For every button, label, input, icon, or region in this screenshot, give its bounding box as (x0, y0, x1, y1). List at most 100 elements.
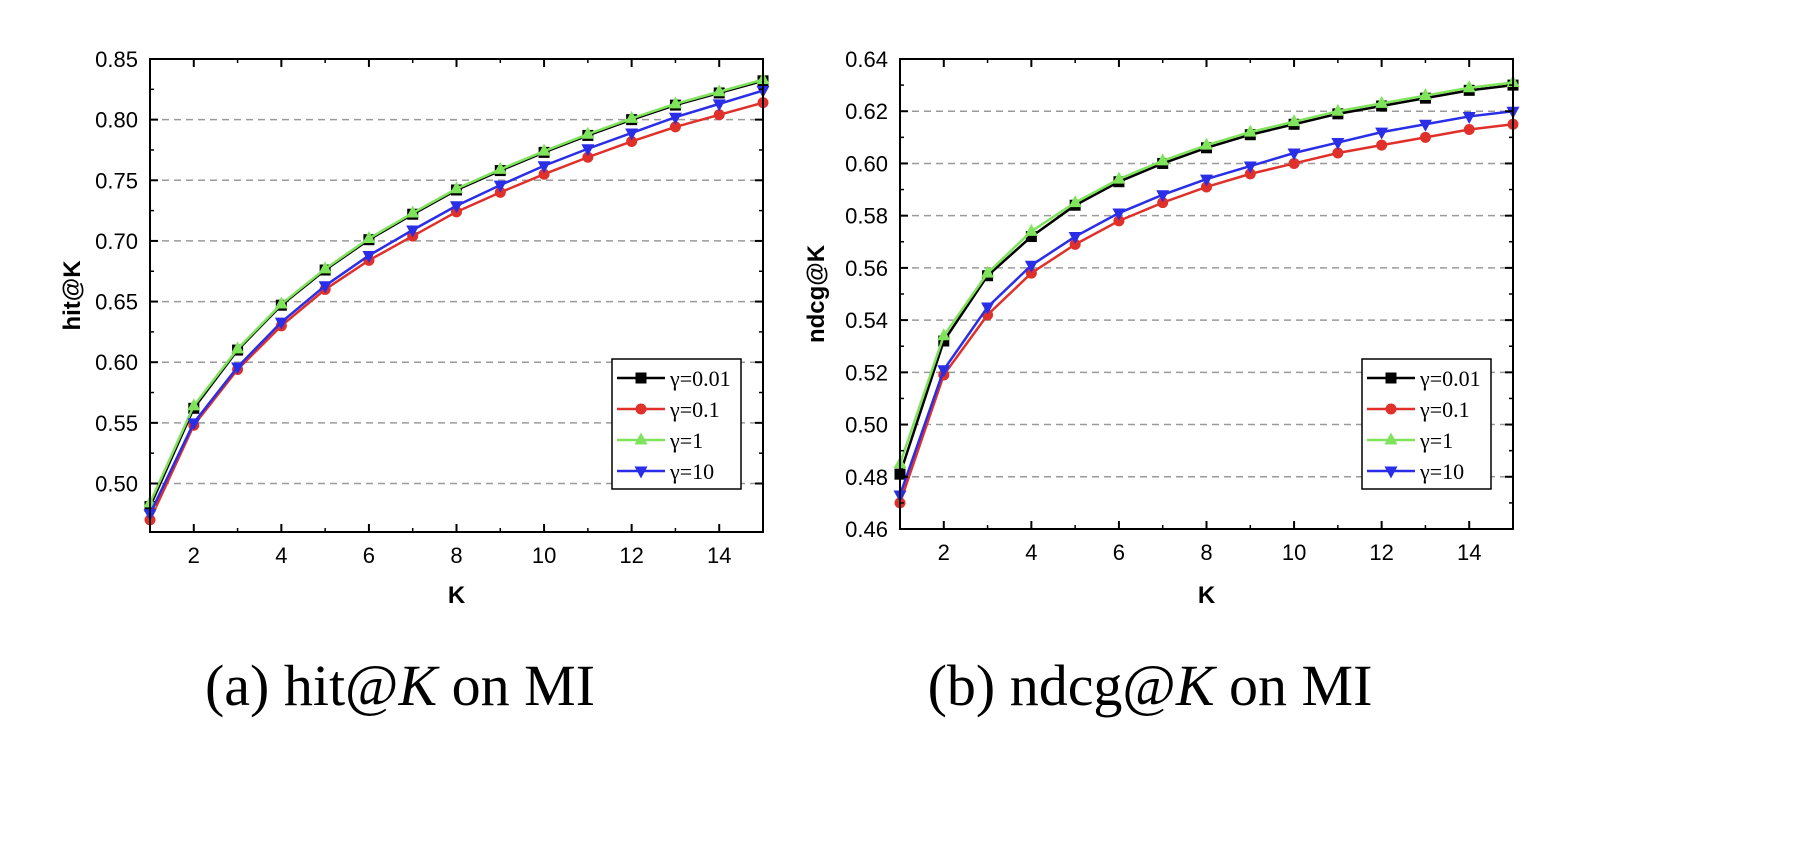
y-tick-label: 0.70 (95, 229, 138, 254)
data-point (362, 230, 376, 243)
data-point (1287, 114, 1301, 127)
legend-marker (635, 372, 647, 384)
legend-marker (1385, 403, 1397, 415)
legend-item-1: γ=0.1 (617, 397, 720, 422)
y-tick-label: 0.48 (845, 465, 888, 490)
legend: γ=0.01 γ=0.1 γ=1 γ=10 (1361, 358, 1492, 490)
y-tick-label: 0.64 (845, 47, 888, 72)
data-point (493, 161, 507, 174)
figure-caption: (a) hit@K on MI (205, 653, 595, 718)
x-axis-title: K (448, 582, 466, 609)
legend-marker (635, 403, 647, 415)
data-point (1375, 127, 1389, 140)
data-point (1068, 232, 1082, 245)
y-tick-label: 0.56 (845, 256, 888, 281)
legend-item-3: γ=10 (1367, 459, 1464, 484)
caption-suffix: on MI (1215, 653, 1373, 718)
data-point (937, 328, 951, 341)
data-point (1418, 88, 1432, 101)
data-point (625, 110, 639, 123)
y-axis-title: hit@K (59, 260, 86, 331)
legend-label: γ=10 (669, 459, 714, 484)
data-point (1200, 174, 1213, 187)
caption-variable: K (397, 653, 440, 718)
y-tick-label: 0.55 (95, 411, 138, 436)
legend-marker (1385, 372, 1397, 384)
data-point (1331, 103, 1345, 116)
y-tick-label: 0.60 (95, 350, 138, 375)
data-point (1156, 190, 1170, 203)
data-point (668, 96, 682, 109)
data-point (362, 250, 376, 263)
y-tick-label: 0.50 (845, 413, 888, 438)
data-point (1243, 124, 1257, 137)
data-point (581, 126, 595, 139)
x-tick-label: 12 (619, 543, 643, 568)
data-point (712, 99, 726, 112)
data-point (981, 302, 995, 315)
legend-marker (634, 432, 648, 445)
data-point (537, 143, 551, 156)
data-point (406, 205, 420, 218)
chart-a: 0.50 0.55 0.60 0.65 0.70 0.75 0.80 0.85 2 4 6 8 10 12… (59, 47, 770, 718)
data-point (231, 341, 245, 354)
x-tick-label: 12 (1369, 540, 1393, 565)
data-point (981, 265, 995, 278)
y-tick-label: 0.65 (95, 290, 138, 315)
data-point (1462, 111, 1476, 124)
data-point (1288, 157, 1300, 169)
data-point (538, 168, 550, 180)
data-point (1375, 95, 1389, 108)
data-point (668, 112, 682, 125)
legend-item-2: γ=1 (1367, 428, 1453, 453)
data-point (1332, 147, 1344, 159)
y-tick-label: 0.50 (95, 471, 138, 496)
x-tick-label: 10 (1282, 540, 1306, 565)
data-point (1243, 161, 1257, 174)
data-point (1069, 238, 1081, 250)
chart-b: 0.46 0.48 0.50 0.52 0.54 0.56 0.58 0.60 0.62 0.64… (803, 47, 1520, 718)
data-point (669, 121, 681, 133)
y-tick-label: 0.52 (845, 360, 888, 385)
data-point (1462, 80, 1476, 93)
data-point (712, 84, 726, 97)
legend-marker (1384, 466, 1398, 479)
y-axis-title: ndcg@K (803, 244, 830, 343)
data-point (713, 109, 725, 121)
data-point (1024, 260, 1038, 273)
figure-caption: (b) ndcg@K on MI (928, 653, 1373, 718)
data-point (1419, 131, 1431, 143)
y-tick-label: 0.85 (95, 47, 138, 72)
legend-marker (634, 466, 648, 479)
legend: γ=0.01 γ=0.1 γ=1 γ=10 (611, 358, 742, 490)
x-tick-label: 14 (1457, 540, 1481, 565)
data-point (1331, 138, 1345, 151)
data-point (938, 335, 950, 347)
data-point (1156, 153, 1170, 166)
data-point (1113, 215, 1125, 227)
data-point (1200, 137, 1213, 150)
data-point (231, 362, 245, 375)
legend-label: γ=1 (1419, 428, 1453, 453)
series-markers-2 (893, 75, 1520, 469)
data-point (1463, 124, 1475, 135)
data-point (1024, 223, 1038, 236)
legend-item-3: γ=10 (617, 459, 714, 484)
y-tick-label: 0.62 (845, 99, 888, 124)
x-tick-label: 2 (188, 543, 200, 568)
legend-label: γ=0.1 (669, 397, 720, 422)
data-point (493, 180, 507, 193)
x-axis-title: K (1198, 582, 1216, 609)
x-tick-label: 2 (938, 540, 950, 565)
data-point (1068, 195, 1082, 208)
caption-prefix: (a) hit@ (205, 653, 399, 718)
caption-prefix: (b) ndcg@ (928, 653, 1176, 718)
y-tick-label: 0.75 (95, 168, 138, 193)
x-tick-label: 4 (275, 543, 287, 568)
data-point (937, 365, 951, 378)
data-point (450, 201, 463, 214)
legend-marker (1384, 432, 1398, 445)
caption-variable: K (1175, 653, 1218, 718)
data-point (581, 144, 595, 157)
